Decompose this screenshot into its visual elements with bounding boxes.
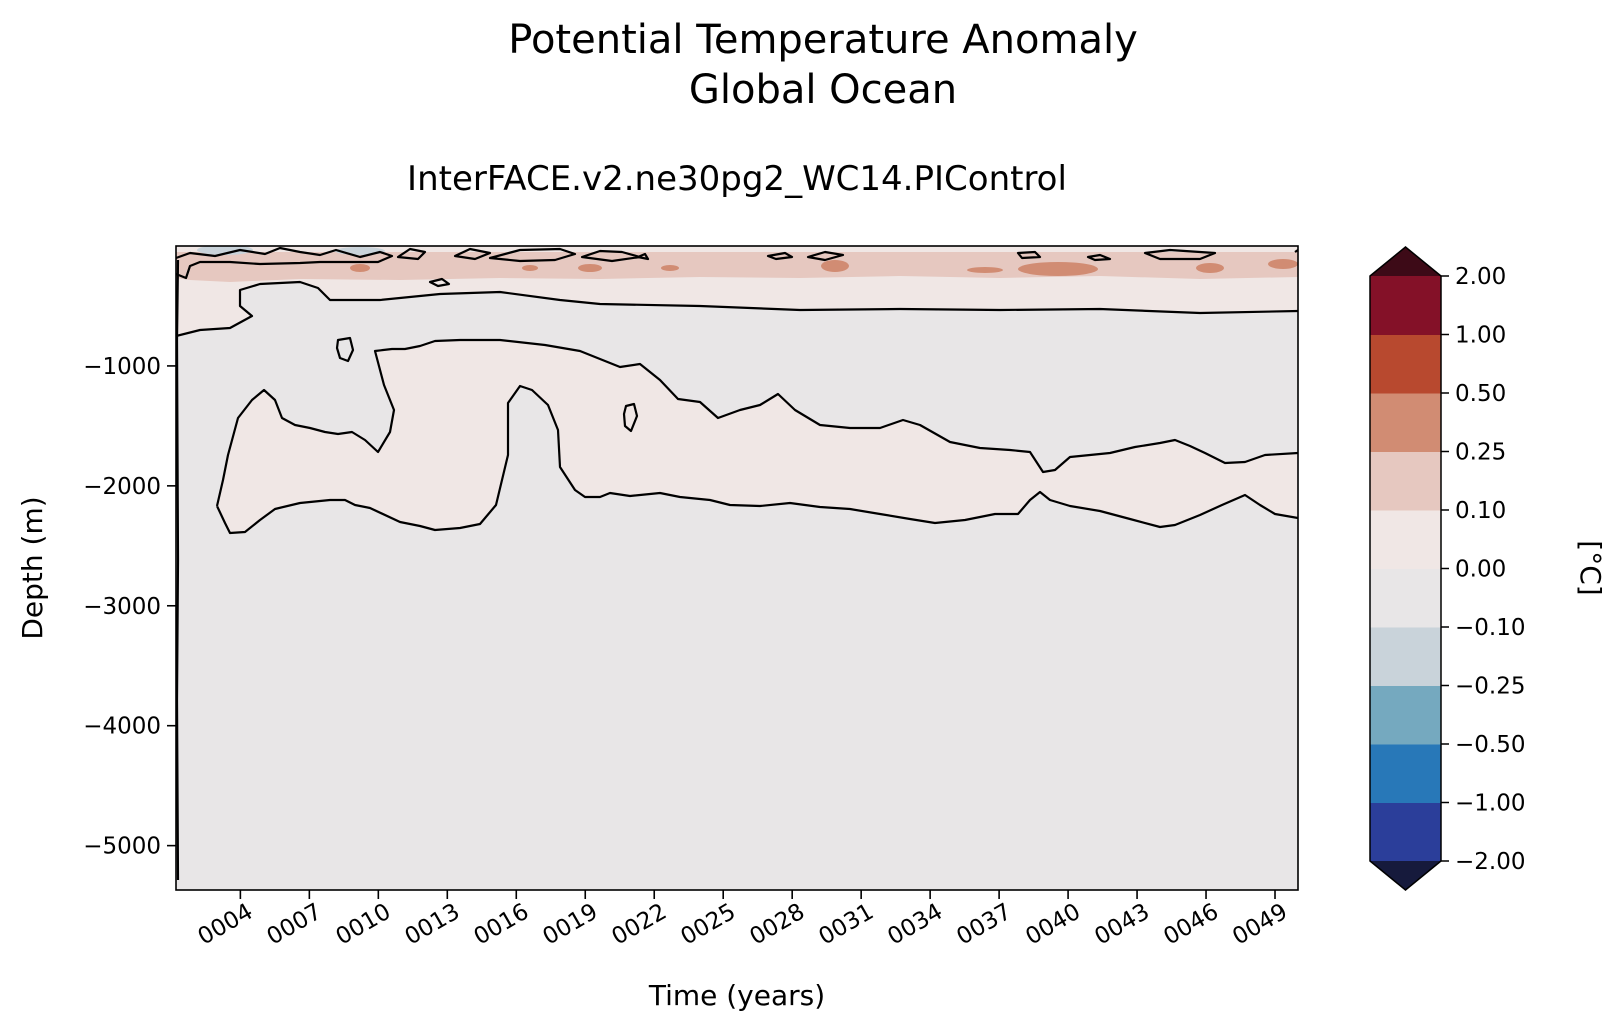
plot-frame [175, 245, 1299, 891]
colorbar-tick-label: 1.00 [1455, 323, 1506, 349]
contour-0.0-upper [176, 280, 1298, 338]
y-tick-label: −2000 [83, 474, 161, 500]
contour-lines [176, 246, 1298, 881]
colorbar-segment [1370, 802, 1441, 862]
colorbar-tick-label: 0.00 [1455, 557, 1506, 583]
contour-0.1-surface-2 [396, 247, 427, 261]
contour-0.1-surface-9 [1016, 250, 1042, 260]
x-tick-label: 0043 [1090, 899, 1154, 951]
colorbar-tick-label: −0.25 [1455, 674, 1525, 700]
contour-0.1-surface-1 [176, 246, 394, 280]
colorbar-segment [1370, 568, 1441, 628]
contour-0.1-surface-11 [1143, 248, 1217, 261]
x-tick-label: 0037 [952, 899, 1016, 951]
x-tick-label: 0034 [883, 899, 947, 951]
y-tick-label: −1000 [83, 354, 161, 380]
colorbar-segment [1370, 685, 1441, 745]
surface-warm-layer [176, 252, 1298, 282]
colorbar-segment [1370, 744, 1441, 803]
x-tick-label: 0010 [332, 899, 396, 951]
x-tick-label: 0025 [677, 899, 741, 951]
colorbar-segment [1370, 276, 1441, 335]
x-tick-label: 0022 [608, 899, 672, 951]
colorbar-tick-label: −0.10 [1455, 615, 1525, 641]
colorbar-tick-label: −0.50 [1455, 732, 1525, 758]
colorbar-tick-label: 0.10 [1455, 498, 1506, 524]
y-tick-label: −4000 [83, 714, 161, 740]
x-axis-label: Time (years) [648, 979, 825, 1012]
colorbar-segment [1370, 627, 1441, 686]
y-axis-label: Depth (m) [16, 496, 49, 639]
x-axis: 0004 0007 0010 0013 0016 0019 0022 0025 0028 0031… [194, 890, 1292, 950]
colorbar-tick-label: 0.25 [1455, 440, 1506, 466]
contour-0.1-surface-3 [453, 247, 492, 261]
x-tick-label: 0046 [1159, 899, 1223, 951]
contour-0.0-band [215, 338, 1298, 535]
x-tick-label: 0004 [194, 899, 258, 951]
y-axis: −1000 −2000 −3000 −4000 −5000 [83, 354, 176, 860]
colorbar-tick-label: −2.00 [1455, 849, 1525, 875]
x-tick-label: 0016 [470, 899, 534, 951]
colorbar-segment [1370, 334, 1441, 394]
chart-subtitle: InterFACE.v2.ne30pg2_WC14.PIControl [407, 159, 1067, 199]
contour-0.1-surface-8 [806, 250, 845, 262]
colorbar-label: [°C] [1574, 540, 1602, 595]
colorbar-tick-label: −1.00 [1455, 791, 1525, 817]
contour-0.0-left-edge [176, 259, 180, 881]
warm-patches [350, 259, 1298, 276]
contour-0.1-small-loop [428, 277, 451, 288]
x-tick-label: 0007 [263, 899, 327, 951]
y-tick-label: −3000 [83, 594, 161, 620]
x-tick-label: 0040 [1021, 899, 1085, 951]
colorbar-segment [1370, 510, 1441, 569]
chart-title-line2: Global Ocean [689, 67, 957, 113]
contour-0.0-small-loop-2 [622, 402, 639, 433]
contour-0.1-surface-4 [488, 247, 577, 263]
colorbar-extend-min [1370, 861, 1441, 890]
contour-0.1-surface-10 [1086, 253, 1112, 262]
deep-ocean-fill [176, 246, 1298, 890]
colorbar: −2.00 −1.00 −0.50 −0.25 −0.10 0.00 0.10 0.25 0.5… [1369, 246, 1525, 891]
chart-title-line1: Potential Temperature Anomaly [508, 17, 1138, 63]
y-tick-label: −5000 [83, 834, 161, 860]
contour-0.1-surface-7 [766, 251, 794, 261]
contour-0.0-small-loop-1 [335, 336, 355, 363]
x-tick-label: 0013 [401, 899, 465, 951]
contour-0.1-surface-6 [636, 252, 650, 261]
x-tick-label: 0049 [1228, 899, 1292, 951]
contour-0.1-surface-5 [580, 249, 642, 263]
colorbar-segment [1370, 451, 1441, 511]
plot-area [176, 246, 1298, 890]
mid-depth-warm-band [217, 340, 1298, 533]
colorbar-tick-label: 0.50 [1455, 381, 1506, 407]
colorbar-tick-label: 2.00 [1455, 264, 1506, 290]
colorbar-segment [1370, 393, 1441, 452]
colorbar-extend-max [1370, 247, 1441, 276]
x-tick-label: 0019 [539, 899, 603, 951]
x-tick-label: 0028 [745, 899, 809, 951]
x-tick-label: 0031 [814, 899, 878, 951]
